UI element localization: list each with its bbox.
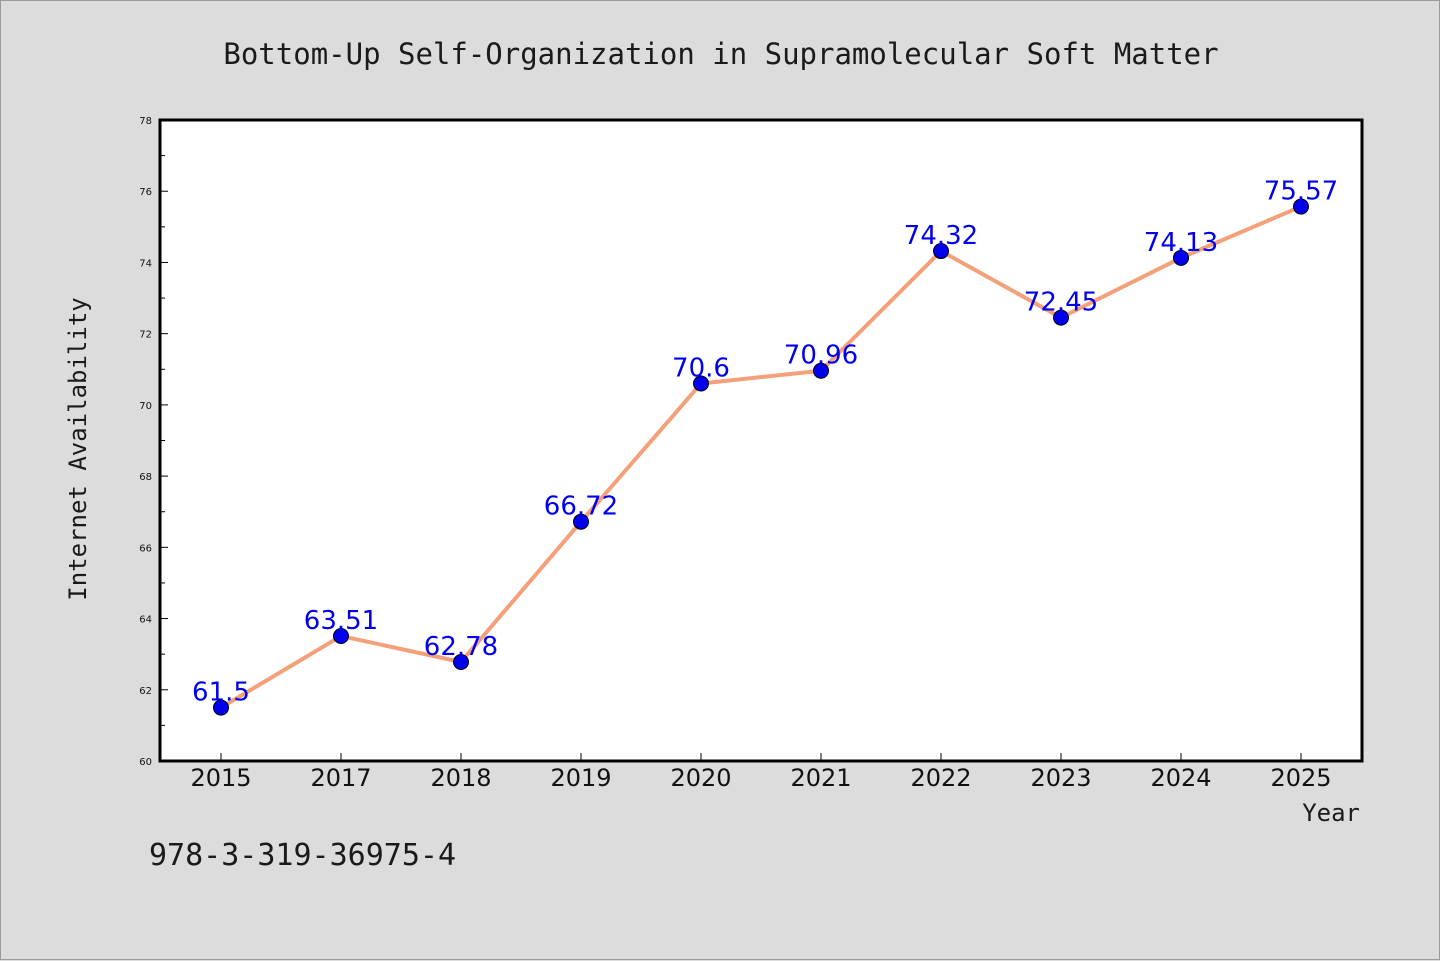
- data-point: [1173, 249, 1189, 266]
- data-point: [573, 513, 589, 530]
- data-point: [453, 654, 469, 671]
- x-tick-label: 2023: [1030, 764, 1091, 792]
- x-tick-label: 2020: [670, 764, 731, 792]
- y-tick-label: 68: [139, 472, 152, 483]
- data-point: [933, 243, 949, 260]
- x-tick-label: 2021: [790, 764, 851, 792]
- data-label: 63.51: [304, 606, 378, 636]
- y-tick-label: 70: [139, 401, 152, 412]
- data-point: [333, 628, 349, 645]
- x-tick-label: 2024: [1150, 764, 1211, 792]
- data-labels: 61.5 63.51 62.78 66.72 70.6 70.96 74.32 72.45 74…: [192, 177, 1338, 708]
- y-tick-label: 76: [139, 187, 152, 198]
- data-point: [693, 375, 709, 392]
- data-point: [1293, 198, 1309, 215]
- series-markers: [213, 198, 1309, 716]
- data-point: [1053, 309, 1069, 326]
- x-axis-label: Year: [1302, 799, 1360, 827]
- y-tick-label: 60: [139, 757, 152, 768]
- y-tick-label: 62: [139, 686, 152, 697]
- data-label: 62.78: [424, 632, 498, 662]
- y-tick-label: 64: [139, 615, 152, 626]
- x-axis: 2015 2017 2018 2019 2020 2021 2022 2023 2024 2025: [190, 753, 1332, 792]
- y-axis-label: Internet Availability: [64, 297, 92, 600]
- y-tick-label: 74: [139, 258, 152, 269]
- y-tick-label: 78: [139, 116, 152, 127]
- chart-title: Bottom-Up Self-Organization in Supramole…: [223, 37, 1218, 71]
- series-line: [219, 204, 1302, 710]
- data-label: 72.45: [1024, 288, 1098, 318]
- x-tick-label: 2019: [550, 764, 611, 792]
- y-tick-label: 66: [139, 543, 152, 554]
- data-label: 74.13: [1144, 228, 1218, 258]
- isbn-text: 978-3-319-36975-4: [149, 838, 456, 873]
- data-label: 61.5: [192, 678, 250, 708]
- x-tick-label: 2025: [1270, 764, 1331, 792]
- x-tick-label: 2022: [910, 764, 971, 792]
- data-label: 75.57: [1264, 177, 1338, 207]
- x-tick-label: 2015: [190, 764, 251, 792]
- y-tick-label: 72: [139, 330, 152, 341]
- data-point: [213, 699, 229, 716]
- y-axis: 60 62 64 66 68 70 72 74 76 78: [139, 116, 168, 768]
- x-tick-label: 2017: [310, 764, 371, 792]
- data-label: 70.96: [784, 341, 858, 371]
- data-label: 70.6: [672, 354, 730, 384]
- data-label: 66.72: [544, 492, 618, 522]
- data-label: 74.32: [904, 221, 978, 251]
- plot-area: [158, 118, 1364, 763]
- data-point: [813, 362, 829, 379]
- x-tick-label: 2018: [430, 764, 491, 792]
